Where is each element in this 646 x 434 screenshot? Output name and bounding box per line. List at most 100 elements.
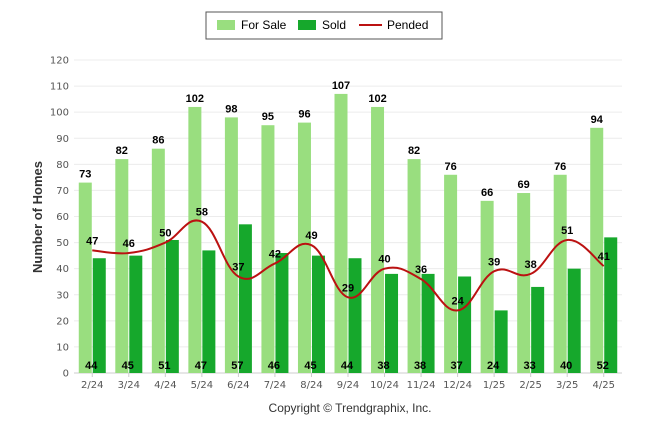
- bar-for-sale: [224, 117, 238, 373]
- data-label-sold: 33: [524, 360, 536, 372]
- bar-for-sale: [78, 182, 92, 373]
- data-label-for-sale: 76: [444, 161, 456, 173]
- legend-box: [205, 11, 443, 40]
- data-label-pended: 38: [525, 259, 537, 271]
- pended-line: [92, 219, 605, 312]
- data-label-pended: 47: [86, 235, 98, 247]
- data-label-for-sale: 86: [152, 135, 164, 147]
- data-label-for-sale: 98: [225, 103, 237, 115]
- x-tick-label: 6/24: [227, 380, 249, 391]
- data-label-for-sale: 94: [591, 114, 604, 126]
- data-label-for-sale: 69: [518, 179, 530, 191]
- data-label-pended: 41: [598, 251, 610, 263]
- bar-sold: [165, 239, 179, 373]
- grid: 0 10 20 30 40 50 60 70 80 90 100 110 120: [50, 56, 622, 380]
- data-label-pended: 46: [123, 238, 135, 250]
- y-tick-label: 70: [56, 186, 69, 197]
- data-label-pended: 37: [232, 261, 244, 273]
- x-tick-label: 2/24: [81, 380, 103, 391]
- data-label-for-sale: 73: [79, 169, 91, 181]
- bars: [78, 93, 618, 374]
- x-tick-label: 8/24: [300, 380, 322, 391]
- x-tick-label: 12/24: [443, 380, 472, 391]
- bar-for-sale: [480, 200, 494, 373]
- bar-sold: [531, 286, 545, 373]
- data-label-for-sale: 102: [186, 93, 204, 105]
- y-tick-label: 120: [50, 56, 69, 67]
- copyright: Copyright © Trendgraphix, Inc.: [269, 401, 432, 415]
- data-label-pended: 24: [451, 295, 464, 307]
- data-label-for-sale: 102: [368, 93, 386, 105]
- bar-for-sale: [151, 148, 165, 373]
- x-tick-label: 5/24: [191, 380, 213, 391]
- data-label-for-sale: 82: [116, 145, 128, 157]
- bar-for-sale: [444, 174, 458, 373]
- y-tick-label: 110: [50, 82, 69, 93]
- legend-swatch-for-sale: [217, 20, 235, 30]
- bar-sold: [311, 255, 325, 373]
- x-tick-label: 9/24: [337, 380, 359, 391]
- data-label-sold: 51: [158, 360, 170, 372]
- bar-sold: [129, 255, 143, 373]
- legend-label-for-sale: For Sale: [241, 18, 287, 32]
- data-label-pended: 49: [305, 230, 317, 242]
- bar-for-sale: [297, 122, 311, 373]
- bar-for-sale: [334, 93, 348, 374]
- bar-for-sale: [590, 127, 604, 373]
- bar-sold: [348, 258, 362, 373]
- y-tick-label: 30: [56, 290, 69, 301]
- legend-swatch-sold: [298, 20, 316, 30]
- data-label-pended: 40: [378, 254, 390, 266]
- data-label-pended: 50: [159, 228, 171, 240]
- bar-for-sale: [115, 159, 129, 373]
- data-label-for-sale: 107: [332, 80, 350, 92]
- y-tick-label: 90: [56, 134, 69, 145]
- data-label-for-sale: 66: [481, 187, 493, 199]
- x-tick-label: 7/24: [264, 380, 286, 391]
- bar-sold: [458, 276, 472, 373]
- bar-for-sale: [371, 106, 385, 373]
- data-label-sold: 24: [487, 360, 500, 372]
- bar-for-sale: [407, 159, 421, 373]
- y-tick-label: 60: [56, 212, 69, 223]
- data-label-sold: 46: [268, 360, 280, 372]
- bar-sold: [275, 253, 289, 373]
- legend-label-pended: Pended: [387, 18, 428, 32]
- x-tick-label: 3/24: [118, 380, 140, 391]
- bar-for-sale: [517, 193, 531, 373]
- data-label-sold: 38: [377, 360, 389, 372]
- x-tick-label: 4/24: [154, 380, 176, 391]
- data-label-sold: 38: [414, 360, 426, 372]
- bar-for-sale: [188, 106, 202, 373]
- data-label-pended: 58: [196, 207, 208, 219]
- data-label-sold: 37: [450, 360, 462, 372]
- y-tick-label: 10: [56, 342, 69, 353]
- data-label-sold: 44: [85, 360, 98, 372]
- data-label-sold: 44: [341, 360, 354, 372]
- x-tick-label: 4/25: [592, 380, 614, 391]
- bar-sold: [238, 224, 252, 373]
- data-label-sold: 45: [122, 360, 134, 372]
- data-label-for-sale: 95: [262, 111, 274, 123]
- y-tick-label: 20: [56, 316, 69, 327]
- data-label-sold: 57: [231, 360, 243, 372]
- data-label-sold: 52: [597, 360, 609, 372]
- data-label-pended: 36: [415, 264, 427, 276]
- bar-sold: [385, 273, 399, 373]
- data-label-pended: 29: [342, 282, 354, 294]
- y-tick-label: 100: [50, 108, 69, 119]
- bar-sold: [604, 237, 618, 373]
- x-tick-label: 1/25: [483, 380, 505, 391]
- bar-sold: [421, 273, 435, 373]
- bar-sold: [92, 258, 106, 373]
- data-label-pended: 39: [488, 256, 500, 268]
- data-label-for-sale: 96: [298, 109, 310, 121]
- bar-for-sale: [261, 125, 275, 373]
- legend-label-sold: Sold: [322, 18, 346, 32]
- data-label-sold: 47: [195, 360, 207, 372]
- data-labels: 73 44 82 45 86 51 102 47 98 57 95 46 96 45 107 44 102 38 8…: [79, 80, 610, 372]
- y-axis-title: Number of Homes: [30, 161, 45, 273]
- pended-line-path: [92, 219, 605, 312]
- data-label-pended: 42: [269, 248, 281, 260]
- bar-sold: [494, 310, 508, 373]
